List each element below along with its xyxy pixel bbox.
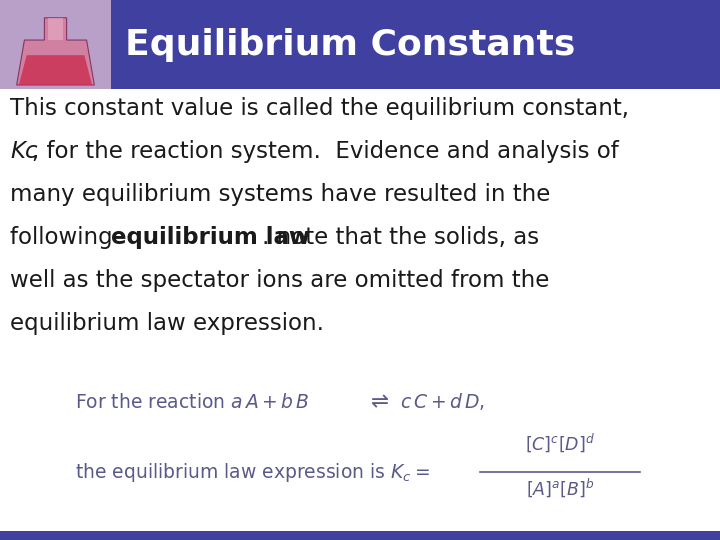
Text: For the reaction $a\,\mathit{A} + b\,\mathit{B}$: For the reaction $a\,\mathit{A} + b\,\ma… xyxy=(75,393,310,411)
Text: the equilibrium law expression is $\mathit{K}_c =$: the equilibrium law expression is $\math… xyxy=(75,461,430,483)
Text: $[C]^c[D]^d$: $[C]^c[D]^d$ xyxy=(525,431,595,454)
Text: $[A]^a[B]^b$: $[A]^a[B]^b$ xyxy=(526,476,594,499)
Text: $c\,\mathit{C} + d\,\mathit{D},$: $c\,\mathit{C} + d\,\mathit{D},$ xyxy=(400,392,485,413)
Text: Kc: Kc xyxy=(10,140,37,163)
Text: Equilibrium Constants: Equilibrium Constants xyxy=(125,28,575,62)
Text: , for the reaction system.  Evidence and analysis of: , for the reaction system. Evidence and … xyxy=(32,140,619,163)
Polygon shape xyxy=(17,18,94,85)
Text: equilibrium law expression.: equilibrium law expression. xyxy=(10,312,324,335)
Text: equilibrium law: equilibrium law xyxy=(111,226,310,249)
Bar xyxy=(0,0,111,89)
Polygon shape xyxy=(19,55,92,85)
Text: following: following xyxy=(10,226,120,249)
Bar xyxy=(0,0,720,89)
Bar xyxy=(48,18,63,40)
Text: well as the spectator ions are omitted from the: well as the spectator ions are omitted f… xyxy=(10,269,549,292)
Bar xyxy=(0,531,720,540)
Text: many equilibrium systems have resulted in the: many equilibrium systems have resulted i… xyxy=(10,183,550,206)
Text: . note that the solids, as: . note that the solids, as xyxy=(261,226,539,249)
Text: ⇌: ⇌ xyxy=(371,392,389,412)
Text: This constant value is called the equilibrium constant,: This constant value is called the equili… xyxy=(10,97,629,120)
